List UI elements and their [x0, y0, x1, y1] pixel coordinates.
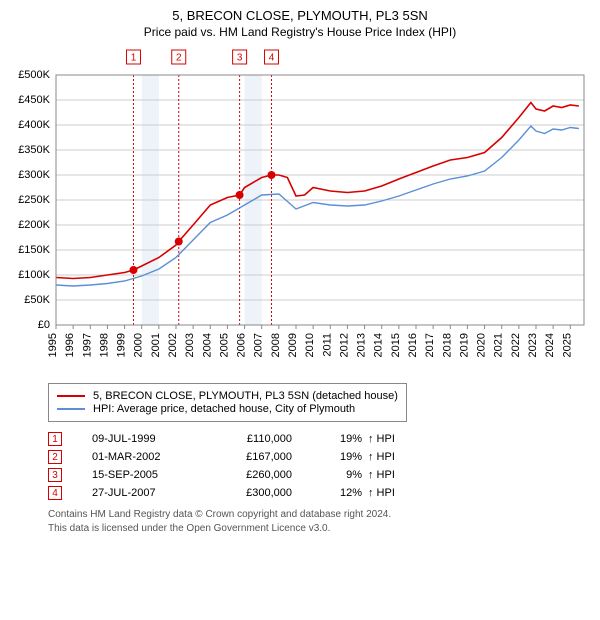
footer-attribution: Contains HM Land Registry data © Crown c…: [48, 508, 592, 535]
legend-swatch: [57, 395, 85, 397]
sale-price: £110,000: [202, 433, 292, 445]
x-tick-label: 2018: [441, 333, 453, 357]
x-tick-label: 1996: [64, 333, 76, 357]
sale-hpi: ↑ HPI: [368, 451, 395, 463]
x-tick-label: 2019: [458, 333, 470, 357]
y-tick-label: £50K: [24, 294, 50, 306]
x-tick-label: 2007: [253, 333, 265, 357]
x-tick-label: 2009: [287, 333, 299, 357]
legend-label: HPI: Average price, detached house, City…: [93, 403, 355, 415]
sale-date: 27-JUL-2007: [92, 487, 202, 499]
price-chart: £0 £50K £100K £150K £200K £250K £300K £350K £400…: [8, 45, 592, 375]
legend-item: HPI: Average price, detached house, City…: [57, 403, 398, 415]
sale-marker: 2: [48, 450, 62, 464]
x-tick-label: 2022: [510, 333, 522, 357]
legend-swatch: [57, 408, 85, 410]
x-tick-label: 2023: [527, 333, 539, 357]
y-tick-label: £250K: [18, 194, 50, 206]
chart-marker: 4: [269, 53, 275, 64]
x-tick-label: 2001: [150, 333, 162, 357]
sale-hpi: ↑ HPI: [368, 487, 395, 499]
x-tick-label: 2010: [304, 333, 316, 357]
x-tick-label: 2006: [236, 333, 248, 357]
x-tick-label: 2017: [424, 333, 436, 357]
sale-hpi: ↑ HPI: [368, 469, 395, 481]
sale-price: £300,000: [202, 487, 292, 499]
chart-container: £0 £50K £100K £150K £200K £250K £300K £350K £400…: [8, 45, 592, 375]
sale-date: 15-SEP-2005: [92, 469, 202, 481]
sale-price: £167,000: [202, 451, 292, 463]
title-sub: Price paid vs. HM Land Registry's House …: [8, 25, 592, 39]
y-tick-label: £350K: [18, 144, 50, 156]
y-tick-label: £400K: [18, 119, 50, 131]
x-tick-label: 2020: [476, 333, 488, 357]
x-tick-label: 2021: [493, 333, 505, 357]
y-tick-label: £500K: [18, 69, 50, 81]
y-tick-label: £150K: [18, 244, 50, 256]
x-tick-label: 2011: [321, 333, 333, 357]
y-tick-label: £100K: [18, 269, 50, 281]
sale-row: 4 27-JUL-2007£300,00012% ↑ HPI: [48, 486, 592, 500]
x-tick-label: 2000: [133, 333, 145, 357]
x-tick-label: 2003: [184, 333, 196, 357]
sale-diff: 19%: [292, 433, 362, 445]
sale-diff: 19%: [292, 451, 362, 463]
x-tick-label: 2013: [356, 333, 368, 357]
sale-row: 2 01-MAR-2002£167,00019% ↑ HPI: [48, 450, 592, 464]
sale-marker: 4: [48, 486, 62, 500]
sale-row: 1 09-JUL-1999£110,00019% ↑ HPI: [48, 432, 592, 446]
sale-price: £260,000: [202, 469, 292, 481]
x-tick-label: 2008: [270, 333, 282, 357]
x-tick-label: 2025: [561, 333, 573, 357]
sale-row: 3 15-SEP-2005£260,0009% ↑ HPI: [48, 468, 592, 482]
x-tick-label: 1997: [81, 333, 93, 357]
x-tick-label: 2024: [544, 333, 556, 357]
y-tick-label: £200K: [18, 219, 50, 231]
x-tick-label: 1999: [116, 333, 128, 357]
footer-line: Contains HM Land Registry data © Crown c…: [48, 508, 592, 522]
x-tick-label: 1995: [47, 333, 59, 357]
x-tick-label: 2005: [218, 333, 230, 357]
sale-marker: 1: [48, 432, 62, 446]
title-main: 5, BRECON CLOSE, PLYMOUTH, PL3 5SN: [8, 8, 592, 23]
sale-date: 01-MAR-2002: [92, 451, 202, 463]
x-tick-label: 2016: [407, 333, 419, 357]
y-tick-label: £0: [38, 319, 50, 331]
chart-marker: 1: [131, 53, 137, 64]
x-tick-label: 2015: [390, 333, 402, 357]
sale-marker: 3: [48, 468, 62, 482]
x-tick-label: 2004: [201, 333, 213, 357]
sales-table: 1 09-JUL-1999£110,00019% ↑ HPI 2 01-MAR-2002…: [48, 432, 592, 500]
x-tick-label: 1998: [98, 333, 110, 357]
x-tick-label: 2002: [167, 333, 179, 357]
legend: 5, BRECON CLOSE, PLYMOUTH, PL3 5SN (deta…: [48, 383, 407, 422]
y-tick-label: £450K: [18, 94, 50, 106]
x-tick-label: 2014: [373, 333, 385, 357]
sale-diff: 12%: [292, 487, 362, 499]
legend-label: 5, BRECON CLOSE, PLYMOUTH, PL3 5SN (deta…: [93, 390, 398, 402]
chart-marker: 2: [176, 53, 182, 64]
y-tick-label: £300K: [18, 169, 50, 181]
chart-marker: 3: [237, 53, 243, 64]
sale-hpi: ↑ HPI: [368, 433, 395, 445]
x-tick-label: 2012: [338, 333, 350, 357]
footer-line: This data is licensed under the Open Gov…: [48, 522, 592, 536]
sale-date: 09-JUL-1999: [92, 433, 202, 445]
legend-item: 5, BRECON CLOSE, PLYMOUTH, PL3 5SN (deta…: [57, 390, 398, 402]
sale-diff: 9%: [292, 469, 362, 481]
